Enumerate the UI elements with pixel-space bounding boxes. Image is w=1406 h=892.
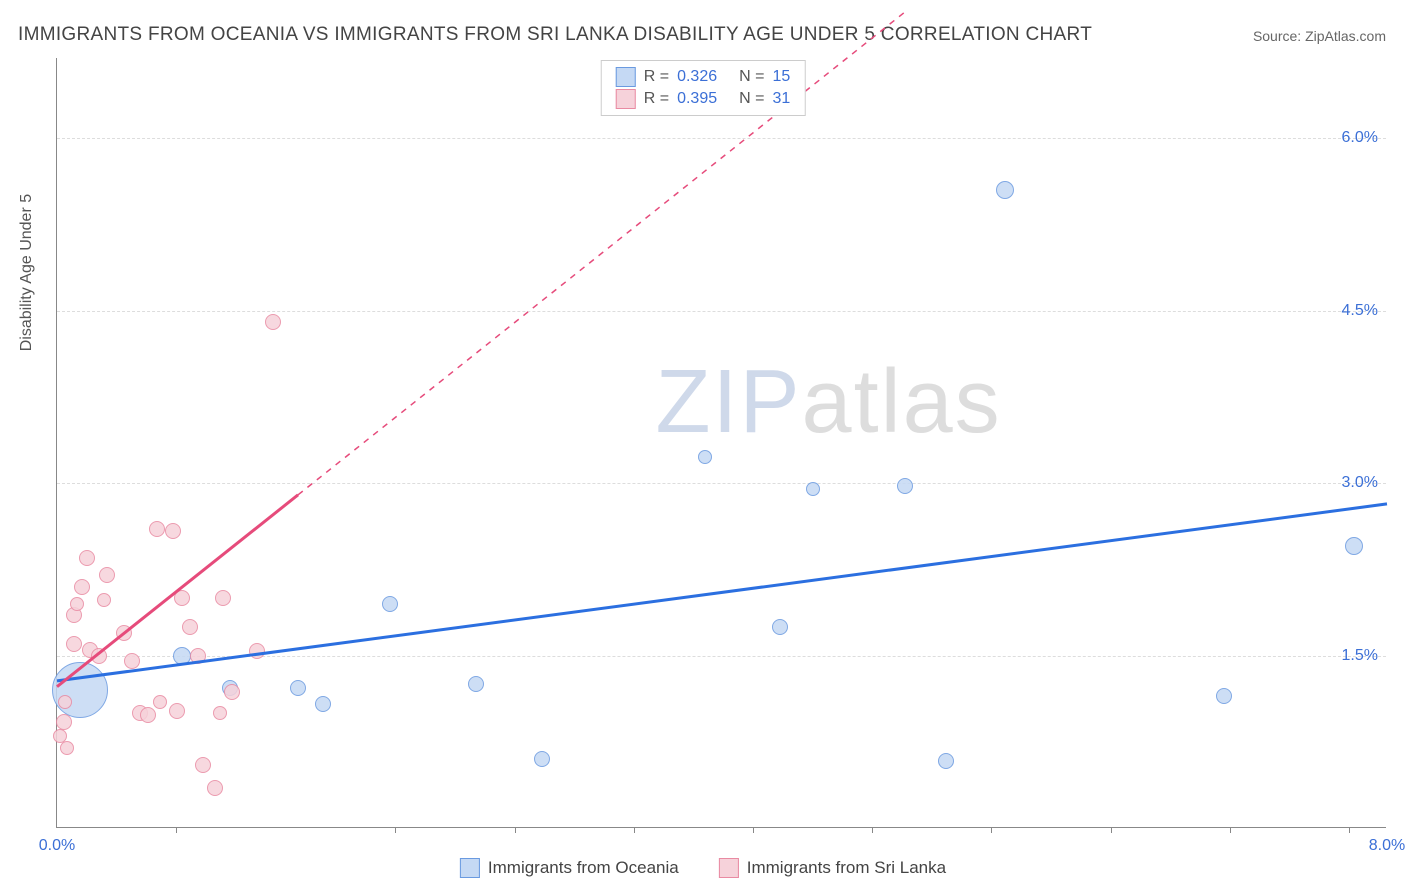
legend-swatch [460,858,480,878]
trend-line [57,495,298,687]
legend-swatch [719,858,739,878]
x-minor-tick [515,827,516,833]
source-label: Source: ZipAtlas.com [1253,28,1386,44]
legend-n-label: N = [739,90,764,108]
legend-swatch [616,67,636,87]
legend-row: R = 0.326 N = 15 [616,67,791,87]
x-tick-label: 0.0% [39,837,75,855]
x-minor-tick [176,827,177,833]
legend-row: R = 0.395 N = 31 [616,89,791,109]
legend-r-value: 0.326 [677,68,717,86]
x-minor-tick [1111,827,1112,833]
trend-line [57,504,1387,681]
y-axis-label: Disability Age Under 5 [18,194,36,351]
legend-series-label: Immigrants from Oceania [488,858,679,878]
x-tick-label: 8.0% [1369,837,1405,855]
legend-swatch [616,89,636,109]
legend-correlation-box: R = 0.326 N = 15 R = 0.395 N = 31 [601,60,806,116]
legend-r-label: R = [644,68,669,86]
legend-r-label: R = [644,90,669,108]
x-minor-tick [1349,827,1350,833]
legend-n-value: 31 [772,90,790,108]
legend-r-value: 0.395 [677,90,717,108]
x-minor-tick [395,827,396,833]
legend-entry: Immigrants from Sri Lanka [719,858,946,878]
plot-area: ZIPatlas 1.5%3.0%4.5%6.0%0.0%8.0% [56,58,1386,828]
legend-series-label: Immigrants from Sri Lanka [747,858,946,878]
legend-series: Immigrants from Oceania Immigrants from S… [460,858,946,878]
trend-lines-layer [57,58,1386,827]
x-minor-tick [872,827,873,833]
x-minor-tick [1230,827,1231,833]
chart-title: IMMIGRANTS FROM OCEANIA VS IMMIGRANTS FR… [18,24,1092,46]
legend-entry: Immigrants from Oceania [460,858,679,878]
legend-n-label: N = [739,68,764,86]
legend-n-value: 15 [772,68,790,86]
x-minor-tick [991,827,992,833]
x-minor-tick [753,827,754,833]
x-minor-tick [634,827,635,833]
